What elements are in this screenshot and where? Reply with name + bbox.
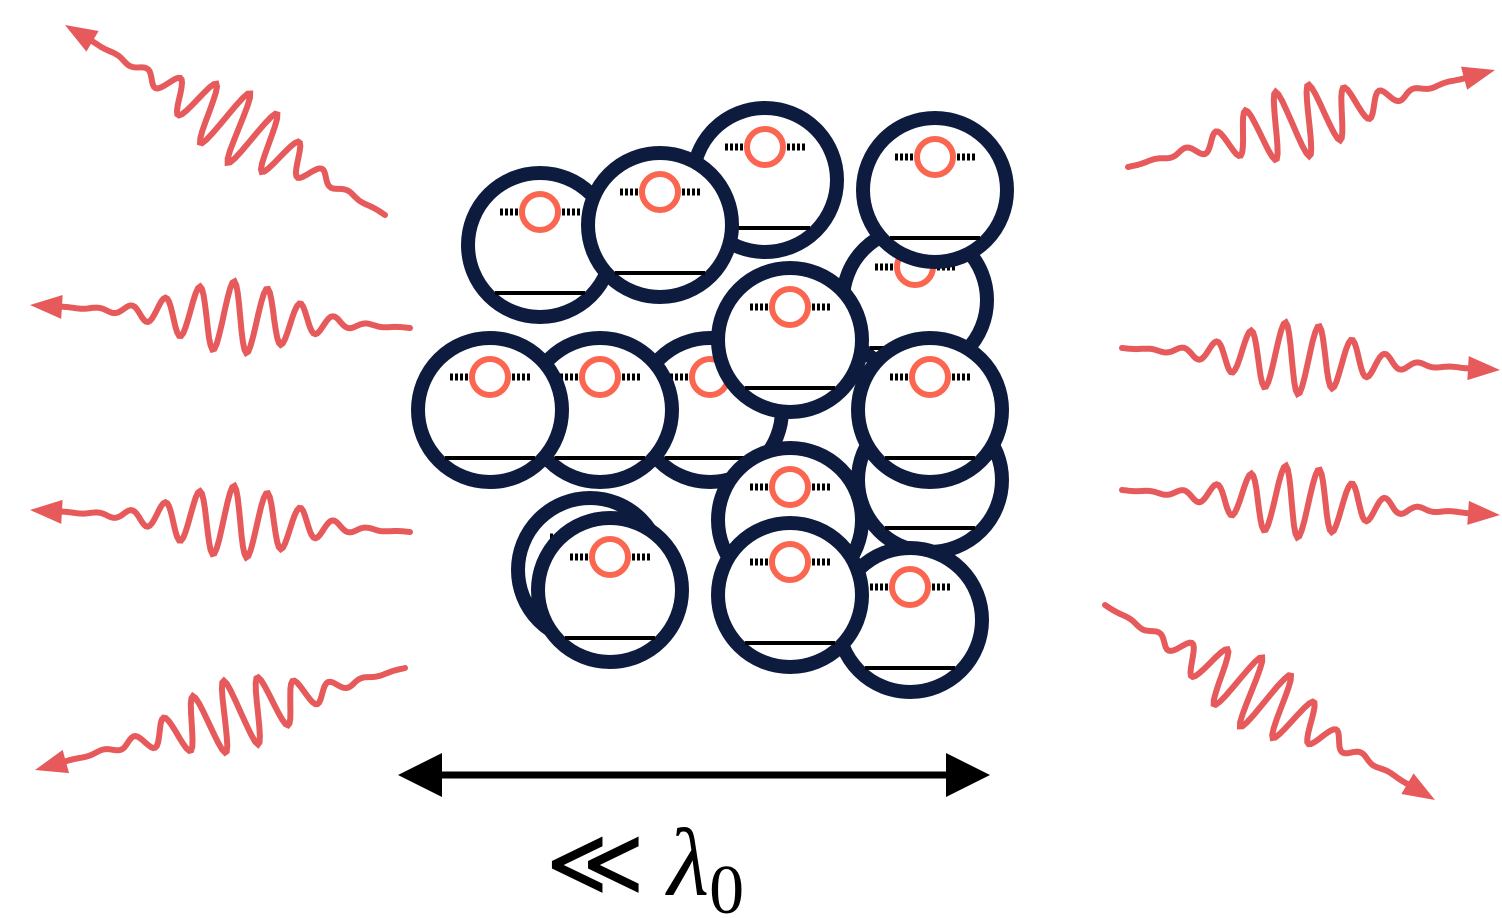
size-arrow — [398, 753, 990, 797]
excited-level — [747, 129, 783, 165]
wave — [1128, 78, 1465, 167]
wave-arrowhead — [1401, 773, 1435, 800]
wave-arrowhead — [1467, 501, 1500, 525]
atom — [718, 523, 862, 667]
excited-level — [642, 174, 678, 210]
atom-cluster — [418, 108, 1007, 692]
excited-level — [772, 544, 808, 580]
wave — [61, 486, 410, 557]
subscript: 0 — [709, 852, 744, 918]
excited-level — [892, 569, 928, 605]
wave — [66, 668, 405, 761]
symbol: λ — [665, 809, 710, 916]
wave-arrowhead — [30, 295, 63, 319]
excited-level — [592, 539, 628, 575]
excited-level — [772, 469, 808, 505]
excited-level — [522, 194, 558, 230]
atom — [588, 153, 732, 297]
excited-level — [912, 359, 948, 395]
atom — [418, 338, 562, 482]
arrow-head — [946, 753, 990, 797]
wave — [61, 282, 410, 353]
atom — [858, 338, 1002, 482]
atom — [718, 268, 862, 412]
wave-arrowhead — [65, 25, 99, 52]
wave — [1105, 605, 1408, 784]
excited-level — [582, 359, 618, 395]
arrow-head — [398, 753, 442, 797]
wave-arrowhead — [30, 500, 63, 524]
wave — [1122, 466, 1469, 538]
excited-level — [472, 359, 508, 395]
wave — [1122, 323, 1469, 395]
atom — [538, 518, 682, 662]
diagram: ≪λ0 — [0, 0, 1502, 918]
wave-arrowhead — [35, 750, 69, 773]
wave-arrowhead — [1461, 67, 1495, 90]
wave-arrowhead — [1467, 356, 1500, 380]
relation: ≪ — [545, 809, 646, 916]
excited-level — [772, 289, 808, 325]
excited-level — [917, 139, 953, 175]
wave — [91, 40, 385, 215]
size-label: ≪λ0 — [545, 809, 744, 918]
atom — [863, 118, 1007, 262]
